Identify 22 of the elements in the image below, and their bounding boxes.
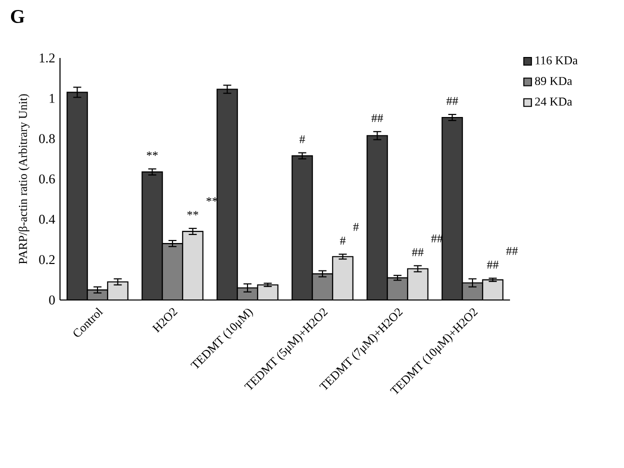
y-tick-label: 1 — [50, 94, 54, 103]
y-tick-label: 0.8 — [39, 134, 55, 144]
legend-label: 116 KDa — [536, 56, 578, 64]
y-tick-label: 1.2 — [40, 53, 55, 63]
annotation: # — [353, 223, 359, 231]
y-tick-label: 0.4 — [39, 214, 56, 224]
data-label: ## — [486, 260, 499, 269]
y-tick-label: 0.2 — [39, 255, 55, 264]
y-tick-label: 0.6 — [39, 174, 55, 184]
data-label: ## — [412, 248, 424, 256]
annotation: ## — [506, 247, 518, 255]
data-label: ** — [187, 210, 198, 216]
y-tick-label: 0 — [49, 296, 55, 304]
data-label: ** — [146, 151, 158, 156]
data-label: ## — [446, 97, 458, 105]
data-label: ## — [371, 114, 384, 122]
chart-title: G — [10, 10, 24, 23]
y-axis-title: PARP/β-actin ratio (Arbitrary Unit) — [18, 94, 30, 264]
legend-label: 89 KDa — [535, 76, 572, 86]
data-label: # — [340, 236, 346, 245]
legend-label: 24 KDa — [535, 98, 572, 106]
data-label: # — [299, 135, 306, 144]
